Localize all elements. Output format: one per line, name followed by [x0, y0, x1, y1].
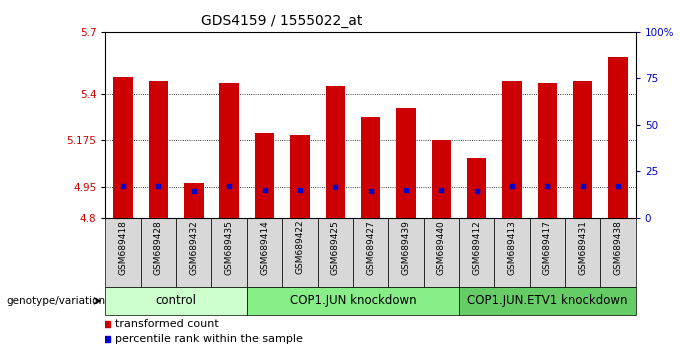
Text: GSM689435: GSM689435 [224, 220, 234, 275]
Bar [538, 84, 557, 218]
Bar [105, 218, 141, 287]
Bar [211, 218, 247, 287]
Text: GSM689422: GSM689422 [295, 220, 305, 274]
Text: GSM689417: GSM689417 [543, 220, 552, 275]
Bar [361, 116, 380, 218]
Bar [565, 218, 600, 287]
Bar [609, 57, 628, 218]
Text: GSM689428: GSM689428 [154, 220, 163, 275]
Bar [105, 287, 247, 315]
Bar [396, 108, 415, 218]
Bar [141, 218, 176, 287]
Bar [459, 218, 494, 287]
Bar [530, 218, 565, 287]
Text: GSM689431: GSM689431 [578, 220, 588, 275]
Bar [494, 218, 530, 287]
Text: transformed count: transformed count [115, 319, 219, 329]
Bar [282, 218, 318, 287]
Text: genotype/variation: genotype/variation [7, 296, 106, 306]
Bar [318, 218, 353, 287]
Text: GSM689412: GSM689412 [472, 220, 481, 275]
Bar [290, 135, 309, 218]
Bar [149, 81, 168, 218]
Bar [432, 140, 451, 218]
Bar [573, 81, 592, 218]
Text: GSM689438: GSM689438 [613, 220, 623, 275]
Text: GSM689414: GSM689414 [260, 220, 269, 275]
Text: GSM689427: GSM689427 [366, 220, 375, 275]
Bar [424, 218, 459, 287]
Text: COP1.JUN knockdown: COP1.JUN knockdown [290, 295, 416, 307]
Text: GSM689425: GSM689425 [330, 220, 340, 275]
Text: GSM689440: GSM689440 [437, 220, 446, 275]
Text: percentile rank within the sample: percentile rank within the sample [115, 334, 303, 344]
Bar [255, 133, 274, 218]
Bar [114, 77, 133, 218]
Bar [459, 287, 636, 315]
Text: GSM689439: GSM689439 [401, 220, 411, 275]
Bar [247, 287, 459, 315]
Bar [184, 183, 203, 218]
Text: GDS4159 / 1555022_at: GDS4159 / 1555022_at [201, 14, 362, 28]
Bar [247, 218, 282, 287]
Bar [176, 218, 211, 287]
Text: control: control [156, 295, 197, 307]
Text: GSM689413: GSM689413 [507, 220, 517, 275]
Bar [388, 218, 424, 287]
Bar [353, 218, 388, 287]
Text: GSM689418: GSM689418 [118, 220, 128, 275]
Bar [220, 84, 239, 218]
Bar [600, 218, 636, 287]
Bar [326, 86, 345, 218]
Text: COP1.JUN.ETV1 knockdown: COP1.JUN.ETV1 knockdown [467, 295, 628, 307]
Text: GSM689432: GSM689432 [189, 220, 199, 275]
Bar [503, 81, 522, 218]
Bar [467, 158, 486, 218]
